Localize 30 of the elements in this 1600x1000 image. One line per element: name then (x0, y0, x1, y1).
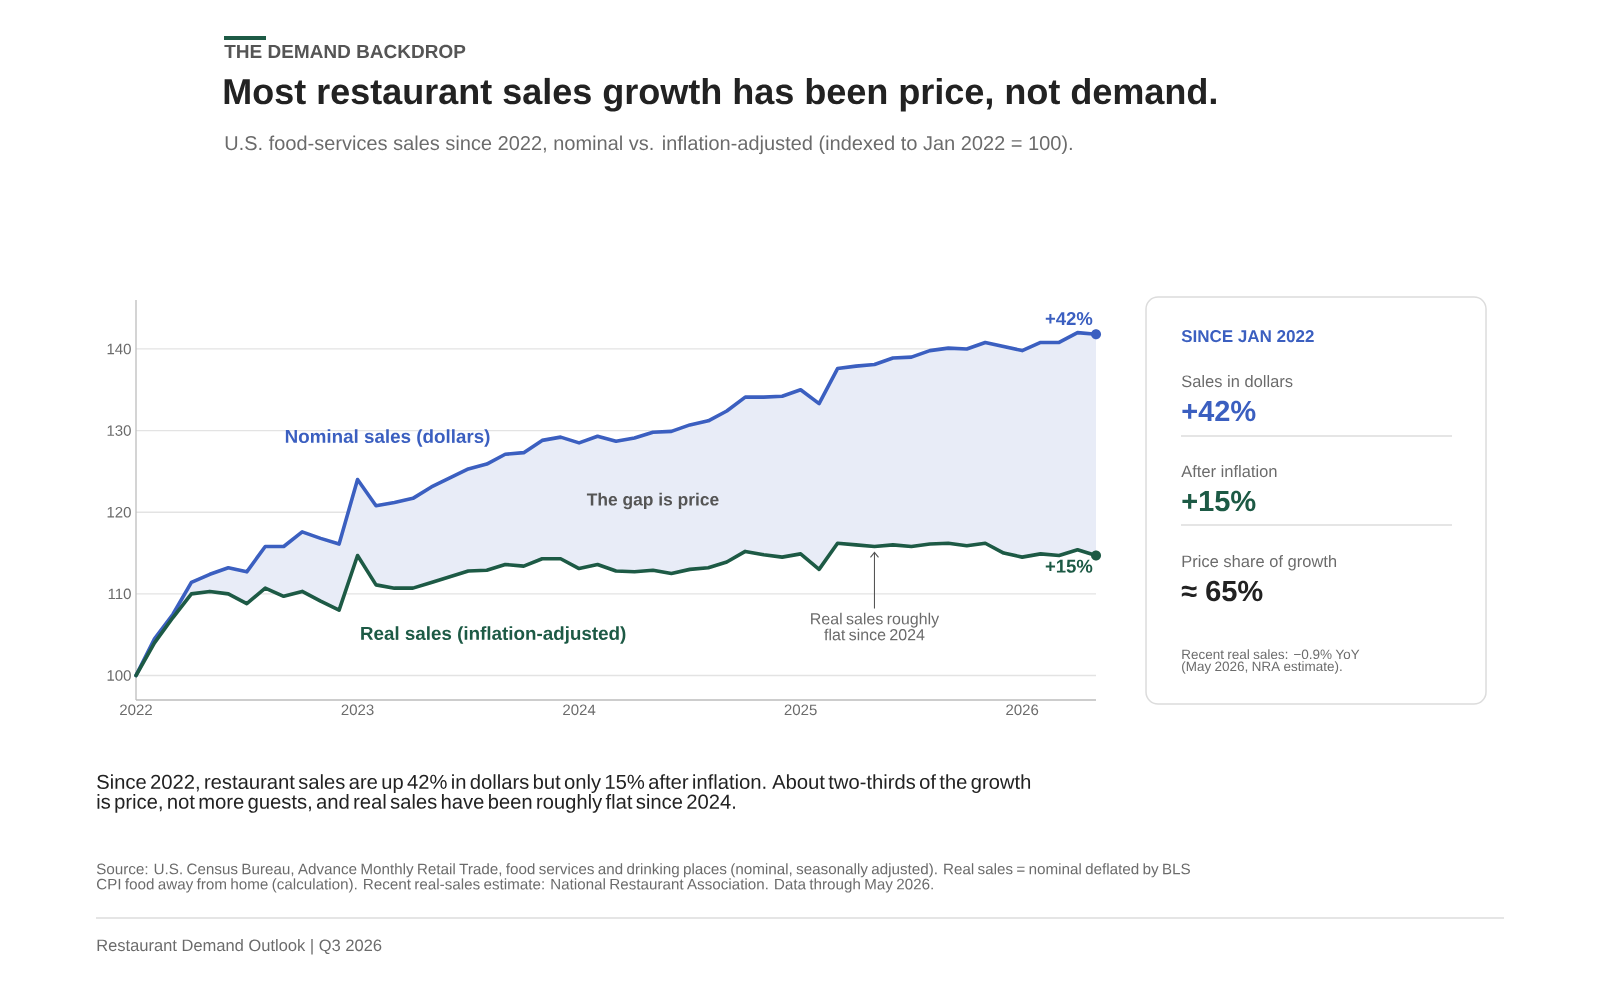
text: +15% (1182, 490, 1256, 512)
annotation: The gap is price (586, 492, 719, 510)
y-tick-label: 140 (107, 343, 131, 355)
source-note: Source: U.S. Census Bureau, Advance Monthly Retail Trade, food services and drinking places (nominal, seasonally adjusted). Real sales = nominal deflated by BLS CPI food away from home (calculation). Recent real-sales estimate: National Restaurant Association. Data through May 2026. (96, 863, 1190, 893)
annotation: +15% (1045, 559, 1093, 573)
x-tick-label: 2022 (120, 704, 152, 716)
chart-subtitle: U.S. food-services sales since 2022, nominal vs. inflation-adjusted (indexed to Jan 2022 = 100). (225, 135, 1072, 155)
x-tick-label: 2024 (563, 704, 596, 716)
text: Recent real sales: −0.9% YoY (May 2026, NRA estimate). (1182, 649, 1360, 674)
text: ≈ 65% (1181, 580, 1263, 602)
y-tick-label: 120 (107, 506, 131, 518)
text: Price share of growth (1182, 555, 1337, 571)
annotation: Real sales roughly flat since 2024 (811, 612, 940, 641)
text: After inflation (1181, 465, 1277, 478)
y-tick-label: 110 (108, 588, 131, 600)
y-tick-label: 130 (107, 425, 131, 436)
x-tick-label: 2023 (341, 704, 374, 716)
text: Since 2022, restaurant sales are up 42% in dollars but only 15% after inflation. About two-thirds of the growth is price, not more guests, and real sales have been roughly flat since 2024. (97, 774, 1031, 813)
y-tick-label: 100 (107, 670, 131, 681)
annotation: +42% (1045, 312, 1093, 326)
series-label: Real sales (inflation-adjusted) (361, 626, 626, 644)
chart-title: Most restaurant sales growth has been price, not demand. (224, 77, 1216, 112)
text: Sales in dollars (1181, 375, 1293, 388)
text: THE DEMAND BACKDROP (224, 44, 466, 59)
text: +42% (1182, 400, 1256, 422)
x-tick-label: 2026 (1006, 704, 1039, 716)
text: SINCE JAN 2022 (1181, 330, 1314, 343)
text: Restaurant Demand Outlook | Q3 2026 (97, 939, 382, 955)
x-tick-label: 2025 (784, 704, 817, 716)
series-label: Nominal sales (dollars) (285, 429, 490, 447)
